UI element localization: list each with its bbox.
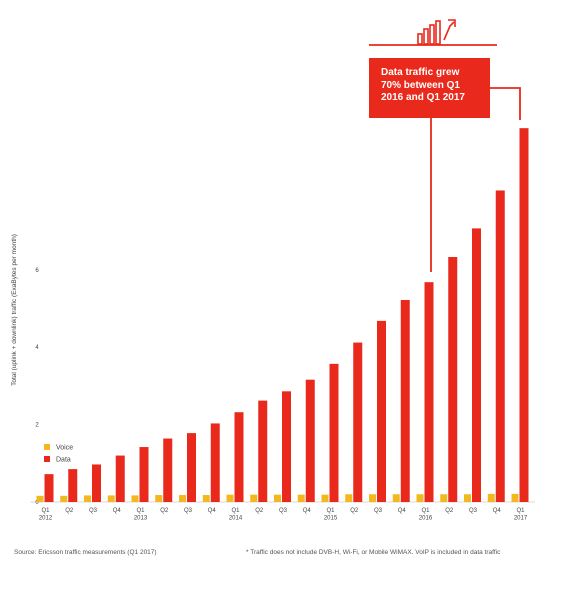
data-bar xyxy=(329,363,339,502)
x-tick-label: 2015 xyxy=(324,516,338,522)
voice-bar xyxy=(226,494,234,502)
x-tick-label: 2014 xyxy=(229,516,243,522)
data-bar xyxy=(139,447,149,502)
x-tick-label: Q2 xyxy=(350,508,359,514)
voice-bar xyxy=(274,494,281,502)
y-tick-label: 0 xyxy=(35,500,39,506)
x-tick-label: Q1 xyxy=(326,508,335,514)
bars-layer xyxy=(36,128,529,503)
voice-bar xyxy=(155,495,163,502)
x-tick-label: Q2 xyxy=(65,508,74,514)
voice-bar xyxy=(392,494,400,502)
x-tick-label: 2016 xyxy=(419,516,433,522)
voice-bar xyxy=(321,494,329,502)
data-bar xyxy=(187,433,196,502)
x-tick-label: Q1 xyxy=(231,508,240,514)
voice-bar xyxy=(511,493,519,502)
voice-bar xyxy=(179,495,186,502)
x-tick-label: 2013 xyxy=(134,516,148,522)
voice-bar xyxy=(131,495,139,502)
data-bar xyxy=(377,320,386,502)
x-tick-label: Q3 xyxy=(279,508,288,514)
data-bar xyxy=(282,391,291,502)
data-bar xyxy=(44,474,54,502)
x-tick-label: Q4 xyxy=(493,508,502,514)
voice-bar xyxy=(36,495,44,502)
callout-box: Data traffic grew 70% between Q1 2016 an… xyxy=(369,58,490,118)
data-bar xyxy=(353,342,363,502)
source-note: Source: Ericsson traffic measurements (Q… xyxy=(14,549,157,556)
legend-swatch xyxy=(44,444,50,450)
x-tick-label: Q2 xyxy=(255,508,264,514)
x-tick-label: Q1 xyxy=(136,508,145,514)
data-bar xyxy=(68,469,78,502)
data-bar xyxy=(400,299,410,502)
data-bar xyxy=(448,257,458,502)
voice-bar xyxy=(60,495,68,502)
legend-label: Data xyxy=(56,457,71,464)
voice-bar xyxy=(84,495,91,502)
x-tick-label: Q4 xyxy=(113,508,122,514)
icon-bar xyxy=(423,28,429,45)
voice-bar xyxy=(464,494,471,502)
legend-label: Voice xyxy=(56,445,73,452)
icon-arrow xyxy=(443,21,455,41)
icon-bar xyxy=(435,20,441,45)
data-bar xyxy=(210,423,220,502)
icon-bar xyxy=(429,24,435,45)
data-bar xyxy=(234,412,244,502)
legend: Voice Data xyxy=(44,444,73,464)
x-tick-label: Q3 xyxy=(89,508,98,514)
legend-swatch xyxy=(44,456,50,462)
voice-bar xyxy=(250,494,258,502)
x-tick-labels: Q1 2012 Q2 Q3 Q4 Q1 2013 Q2 Q3 Q4 Q1 2014 Q2 Q3 Q4 Q1 20… xyxy=(39,508,528,522)
data-bar xyxy=(495,190,505,502)
data-bar xyxy=(305,379,315,502)
callout-line-2017 xyxy=(490,87,521,120)
icon-arrowhead xyxy=(448,19,456,27)
x-tick-label: Q2 xyxy=(160,508,169,514)
footnote: * Traffic does not include DVB-H, Wi-Fi,… xyxy=(246,549,501,556)
voice-bar xyxy=(440,494,448,502)
x-tick-label: Q4 xyxy=(208,508,217,514)
voice-bar xyxy=(107,495,115,502)
data-bar xyxy=(163,438,173,502)
y-tick-label: 6 xyxy=(35,268,39,274)
growth-chart-arrow-icon xyxy=(417,19,456,45)
y-tick-label: 2 xyxy=(35,423,39,429)
x-tick-label: Q3 xyxy=(374,508,383,514)
x-tick-label: Q4 xyxy=(398,508,407,514)
data-bar xyxy=(472,228,481,503)
data-bar xyxy=(258,400,268,502)
data-bar xyxy=(115,455,125,502)
x-tick-label: Q3 xyxy=(469,508,478,514)
voice-bar xyxy=(487,493,495,502)
icon-bar xyxy=(417,33,423,45)
x-tick-label: Q1 xyxy=(41,508,50,514)
x-tick-label: Q4 xyxy=(303,508,312,514)
voice-bar xyxy=(202,495,210,502)
x-tick-label: Q1 xyxy=(516,508,525,514)
x-tick-label: 2012 xyxy=(39,516,53,522)
x-tick-label: Q1 xyxy=(421,508,430,514)
voice-bar xyxy=(369,494,376,502)
x-tick-label: Q3 xyxy=(184,508,193,514)
data-bar xyxy=(92,464,101,502)
data-bar xyxy=(424,282,434,502)
data-bar xyxy=(519,128,529,502)
x-tick-label: 2017 xyxy=(514,516,528,522)
voice-bar xyxy=(345,494,353,502)
callout-line: 2016 and Q1 2017 xyxy=(381,92,465,103)
y-tick-label: 4 xyxy=(35,345,39,351)
x-tick-label: Q2 xyxy=(445,508,454,514)
voice-bar xyxy=(416,494,424,502)
callout-line: 70% between Q1 xyxy=(381,79,460,91)
y-axis-title: Total (uplink + downlink) traffic (ExaBy… xyxy=(11,234,18,386)
callout-connector-lines xyxy=(369,44,521,272)
voice-bar xyxy=(297,494,305,502)
callout-line: Data traffic grew xyxy=(381,67,460,78)
